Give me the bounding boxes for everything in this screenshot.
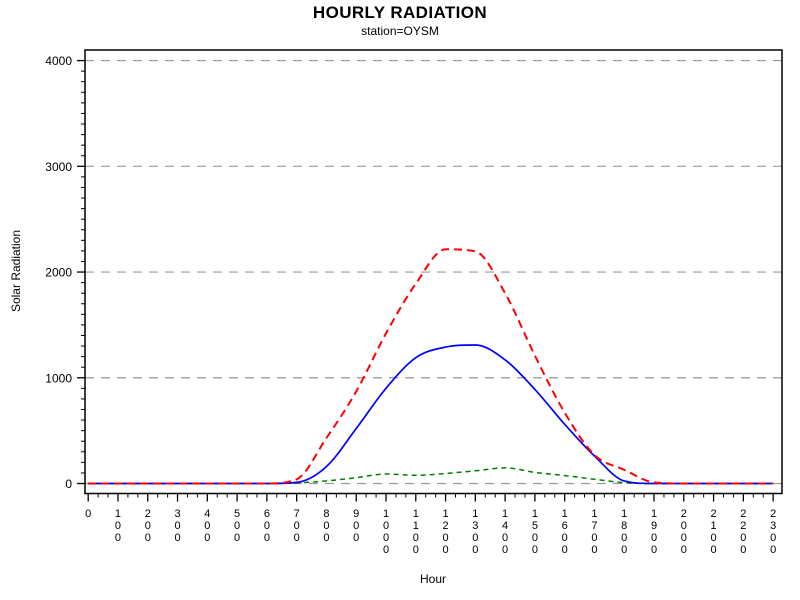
x-tick-label: 0 <box>85 508 91 520</box>
series-middle-solid-blue <box>88 344 774 485</box>
y-tick-label: 0 <box>65 477 72 491</box>
y-tick-label: 1000 <box>45 371 72 385</box>
series-lines <box>88 248 774 485</box>
y-axis-ticks: 0 1000 2000 3000 4000 <box>45 54 85 491</box>
series-lower-dashed-green <box>88 467 774 485</box>
y-tick-label: 2000 <box>45 266 72 280</box>
series-upper-dashed-red <box>88 248 774 485</box>
y-tick-label: 3000 <box>45 160 72 174</box>
x-axis-ticks: 0 1 0 0 2 0 0 3 0 0 4 0 0 5 0 0 6 0 0 7 0 0 8 0 0 9 0 0 1 0 0 0 1 1 0 0 1 2 0 0… <box>85 493 776 556</box>
x-axis-title: Hour <box>419 572 446 586</box>
chart-subtitle: station=OYSM <box>361 24 439 38</box>
gridlines <box>85 59 782 485</box>
y-tick-label: 4000 <box>45 54 72 68</box>
chart-title: HOURLY RADIATION <box>312 3 488 22</box>
